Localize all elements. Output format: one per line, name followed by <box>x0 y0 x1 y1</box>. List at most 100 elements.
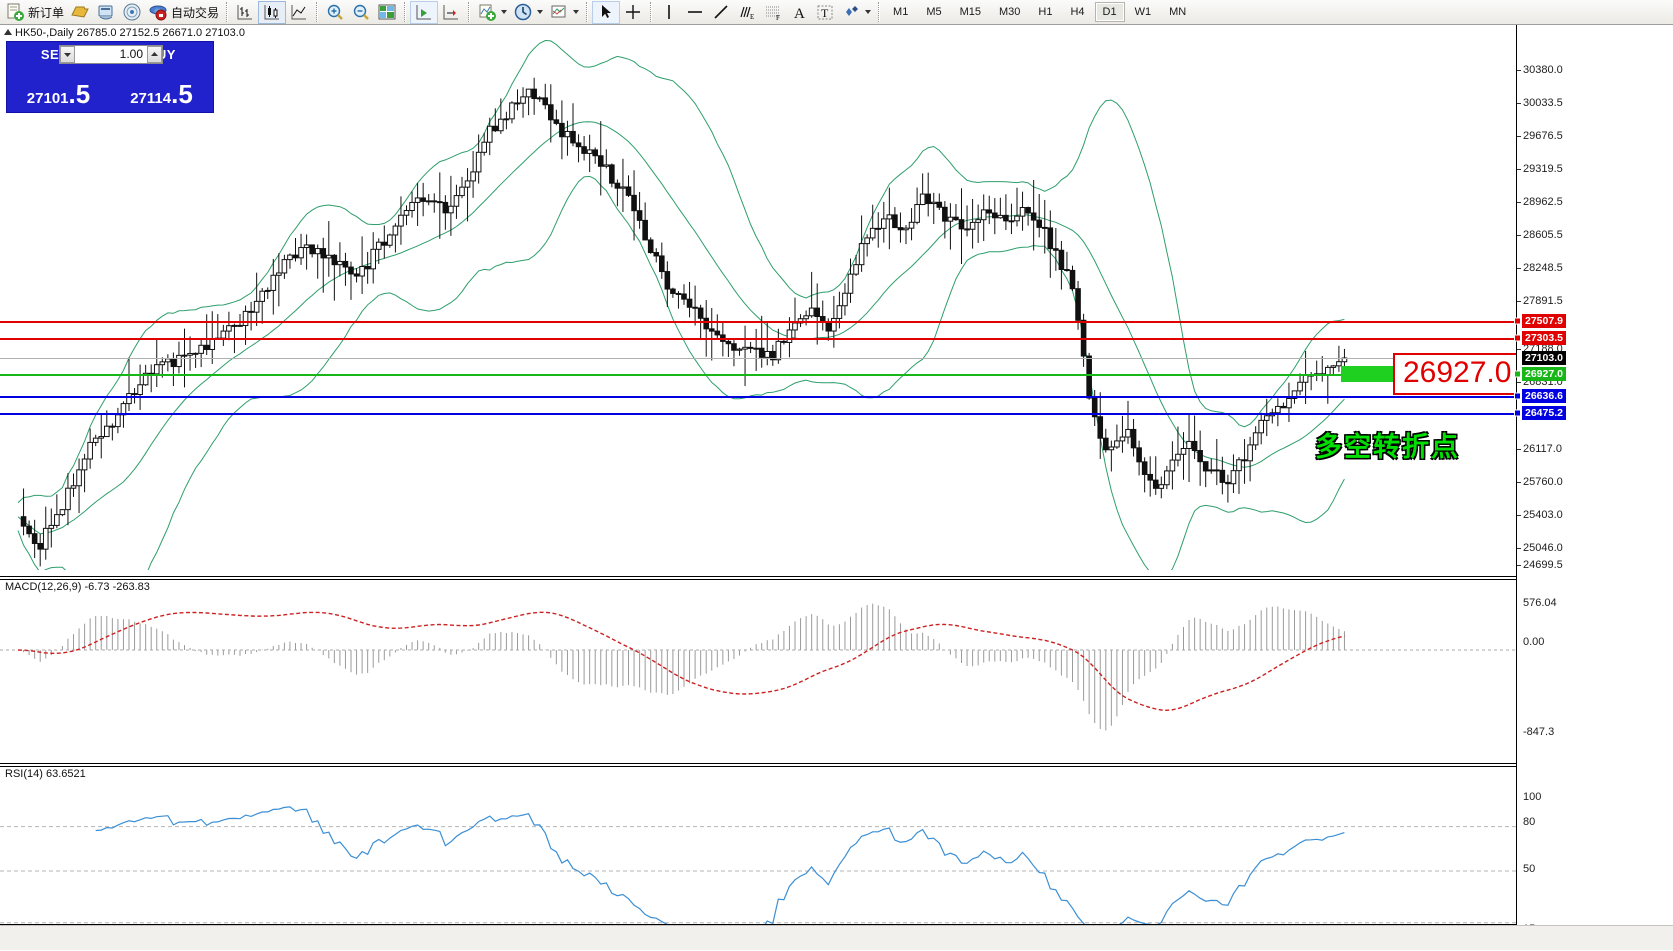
objects-button[interactable] <box>838 1 874 24</box>
sell-price: 27101.5 <box>7 79 110 110</box>
expert-advisors-button[interactable] <box>67 1 93 24</box>
price-axis[interactable]: 30380.0 30033.5 29676.5 29319.5 28962.5 28605… <box>1514 25 1673 951</box>
candle-bullish <box>464 180 471 188</box>
rsi-chart-canvas[interactable] <box>0 773 1516 928</box>
axis-tick <box>1517 136 1521 137</box>
indicators-icon <box>477 2 497 22</box>
level-anchor-resistance-2[interactable] <box>1514 317 1521 325</box>
arrow-cursor-icon <box>596 2 616 22</box>
templates-button[interactable] <box>546 1 582 24</box>
one-click-trading-panel[interactable]: SELL 27101.5 BUY 27114.5 1.00 <box>6 41 214 113</box>
candle-bearish <box>20 516 27 527</box>
level-badge-pivot[interactable]: 26927.0 <box>1522 367 1566 381</box>
timeframe-m30[interactable]: M30 <box>999 6 1021 18</box>
timeframe-h4[interactable]: H4 <box>1070 6 1085 18</box>
candlestick-chart-button[interactable] <box>258 0 287 24</box>
timeframe-mn[interactable]: MN <box>1169 6 1187 18</box>
zoom-out-button[interactable] <box>348 1 374 24</box>
fibonacci-tool[interactable]: F <box>760 1 786 24</box>
level-badge-resistance-1[interactable]: 27303.5 <box>1522 331 1566 345</box>
level-line-resistance-1[interactable] <box>0 338 1516 340</box>
tile-windows-button[interactable] <box>374 1 400 24</box>
timeframe-m1[interactable]: M1 <box>893 6 909 18</box>
pivot-callout[interactable]: 26927.0 <box>1393 353 1522 395</box>
text-tool[interactable]: A <box>786 1 812 24</box>
level-line-current-price[interactable] <box>0 358 1516 359</box>
level-anchor-pivot[interactable] <box>1514 370 1521 378</box>
axis-tick <box>1517 515 1521 516</box>
terminal-button[interactable] <box>93 1 119 24</box>
candle-bullish <box>398 214 404 227</box>
candle-bearish <box>597 155 604 167</box>
candle-bearish <box>692 306 698 309</box>
candle-bullish <box>392 225 399 236</box>
autotrading-button[interactable]: 自动交易 <box>145 1 222 24</box>
trendline-tool[interactable] <box>708 1 734 24</box>
candle-bullish <box>1302 374 1309 383</box>
candle-bearish <box>309 244 315 255</box>
volume-stepper[interactable]: 1.00 <box>59 45 163 64</box>
timeframe-h1[interactable]: H1 <box>1038 6 1053 18</box>
turning-point-annotation[interactable]: 多空转折点 <box>1315 425 1460 464</box>
zoom-in-button[interactable] <box>322 1 348 24</box>
candle-bearish <box>1152 479 1159 489</box>
cursor-tool[interactable] <box>592 0 621 24</box>
level-line-support-2[interactable] <box>0 413 1516 415</box>
level-line-support-1[interactable] <box>0 396 1516 398</box>
level-line-pivot[interactable] <box>0 374 1516 376</box>
candle-bullish <box>853 264 859 275</box>
candle-bearish <box>1041 226 1048 229</box>
candle-bullish <box>459 186 465 197</box>
timeframe-group: M1 M5 M15 M30 H1 H4 D1 W1 MN <box>884 2 1195 22</box>
timeframe-d1[interactable]: D1 <box>1094 2 1125 22</box>
candle-bearish <box>1141 461 1148 475</box>
crosshair-tool[interactable] <box>620 1 646 24</box>
new-order-button[interactable]: 新订单 <box>2 1 67 24</box>
candle-bullish <box>520 96 526 104</box>
macd-chart-canvas[interactable] <box>0 583 1516 738</box>
price-axis-label: 29319.5 <box>1523 163 1563 175</box>
timeframe-m5[interactable]: M5 <box>926 6 942 18</box>
candle-bullish <box>498 118 504 132</box>
elliott-wave-tool[interactable]: E <box>734 1 760 24</box>
volume-decrement[interactable] <box>60 46 75 63</box>
period-button[interactable] <box>510 1 546 24</box>
timeframe-m15[interactable]: M15 <box>959 6 981 18</box>
price-axis-label: 29676.5 <box>1523 130 1563 142</box>
level-anchor-support-2[interactable] <box>1514 409 1521 417</box>
text-label-tool[interactable]: T <box>812 1 838 24</box>
line-chart-button[interactable] <box>286 1 312 24</box>
chevron-down-icon[interactable] <box>573 10 580 14</box>
candlestick-series[interactable] <box>20 77 1348 567</box>
candle-bullish <box>764 350 771 358</box>
bar-chart-button[interactable] <box>232 1 258 24</box>
indicators-button[interactable] <box>474 1 510 24</box>
candle-bullish <box>808 307 815 317</box>
rsi-pane-divider <box>0 763 1516 764</box>
horizontal-line-tool[interactable] <box>682 1 708 24</box>
level-badge-current-price[interactable]: 27103.0 <box>1522 351 1566 365</box>
level-badge-resistance-2[interactable]: 27507.9 <box>1522 314 1566 328</box>
chevron-down-icon[interactable] <box>865 10 872 14</box>
collapse-icon[interactable] <box>4 29 12 35</box>
volume-increment[interactable] <box>147 46 162 63</box>
volume-input[interactable]: 1.00 <box>75 46 147 63</box>
candle-bearish <box>670 288 676 294</box>
vertical-line-tool[interactable] <box>656 1 682 24</box>
candle-bullish <box>192 352 199 355</box>
strategy-tester-button[interactable] <box>119 1 145 24</box>
chart-window[interactable]: HK50-,Daily 26785.0 27152.5 26671.0 2710… <box>0 25 1673 951</box>
timeframe-w1[interactable]: W1 <box>1134 6 1152 18</box>
level-badge-support-2[interactable]: 26475.2 <box>1522 406 1566 420</box>
chevron-down-icon[interactable] <box>537 10 544 14</box>
level-anchor-support-1[interactable] <box>1514 392 1521 400</box>
price-chart-canvas[interactable] <box>0 25 1516 570</box>
level-badge-support-1[interactable]: 26636.6 <box>1522 389 1566 403</box>
pivot-highlight-block[interactable] <box>1341 366 1405 382</box>
level-line-resistance-2[interactable] <box>0 321 1516 323</box>
auto-scroll-button[interactable] <box>410 0 439 24</box>
chart-shift-button[interactable] <box>438 1 464 24</box>
chevron-down-icon[interactable] <box>501 10 508 14</box>
fibonacci-icon: F <box>763 2 783 22</box>
level-anchor-resistance-1[interactable] <box>1514 334 1521 342</box>
